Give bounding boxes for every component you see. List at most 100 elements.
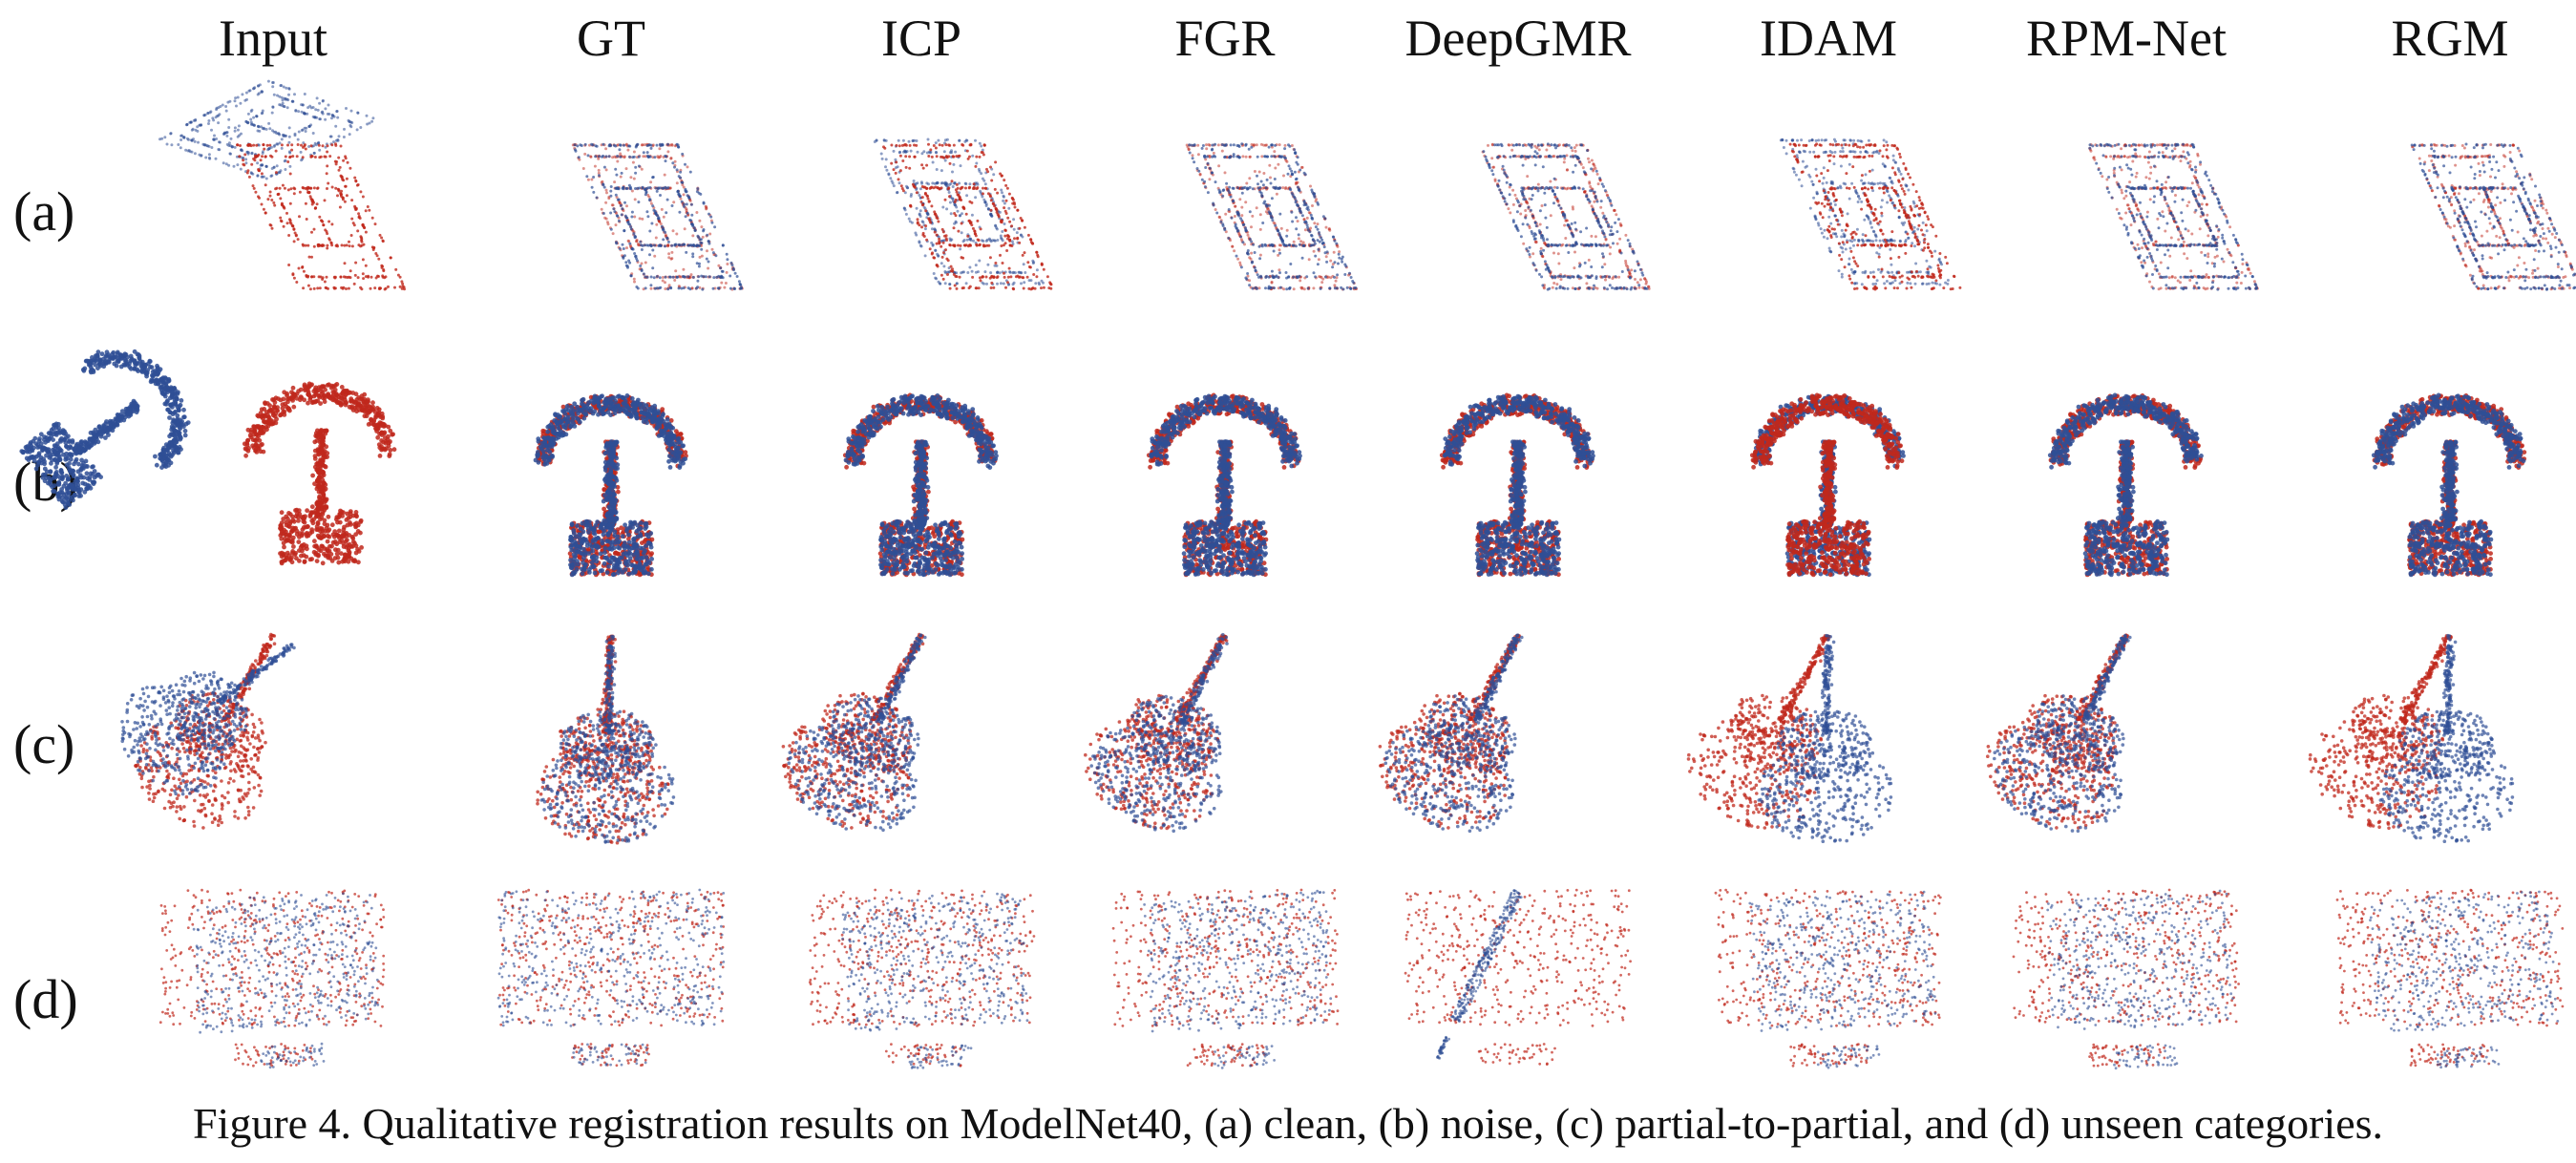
point-cloud-cell — [1983, 93, 2270, 331]
point-cloud-cell — [2307, 363, 2576, 602]
point-cloud-cell — [778, 363, 1065, 602]
point-cloud-plot — [808, 888, 1036, 1069]
point-cloud-plot — [19, 349, 397, 566]
point-cloud-plot — [2308, 633, 2515, 843]
point-cloud-cell — [1082, 880, 1368, 1119]
target-cloud — [2411, 142, 2576, 291]
point-cloud-cell — [130, 79, 416, 331]
source-cloud — [2046, 889, 2234, 1070]
source-cloud — [1188, 142, 1358, 291]
point-cloud-plot — [2371, 392, 2527, 578]
source-cloud — [1482, 142, 1649, 291]
source-cloud — [1757, 633, 1893, 843]
point-cloud-cell — [2307, 880, 2576, 1119]
column-header-gt: GT — [577, 8, 645, 69]
target-cloud — [2012, 888, 2240, 1068]
target-cloud — [242, 381, 397, 566]
point-cloud-cell — [19, 349, 416, 602]
point-cloud-plot — [2088, 142, 2259, 291]
point-cloud-cell — [1375, 625, 1661, 864]
target-cloud — [1404, 888, 1632, 1066]
point-cloud-plot — [533, 393, 688, 578]
source-cloud — [192, 892, 380, 1069]
target-cloud — [496, 888, 726, 1068]
source-cloud — [2369, 890, 2560, 1069]
column-header-rpm-net: RPM-Net — [2026, 8, 2227, 69]
source-cloud — [1442, 393, 1595, 578]
point-cloud-plot — [2047, 392, 2204, 578]
point-cloud-cell — [1685, 880, 1972, 1119]
source-cloud — [158, 79, 375, 180]
point-cloud-plot — [1111, 888, 1340, 1069]
point-cloud-plot — [1084, 632, 1229, 834]
source-cloud — [843, 393, 999, 578]
point-cloud-cell — [1082, 363, 1368, 602]
source-cloud — [2371, 392, 2526, 578]
target-cloud — [158, 888, 386, 1068]
point-cloud-plot — [842, 392, 999, 578]
point-cloud-plot — [496, 888, 726, 1068]
target-cloud — [2088, 142, 2259, 291]
point-cloud-cell — [1685, 93, 1972, 331]
column-header-idam: IDAM — [1760, 8, 1897, 69]
target-cloud — [1749, 392, 1905, 578]
point-cloud-plot — [1146, 392, 1302, 578]
point-cloud-cell — [468, 363, 754, 602]
source-cloud — [2088, 142, 2258, 291]
point-cloud-plot — [1779, 137, 1962, 291]
row-label-a: (a) — [13, 181, 74, 243]
column-header-deepgmr: DeepGMR — [1405, 8, 1632, 69]
point-cloud-cell — [1082, 93, 1368, 331]
source-cloud — [2410, 142, 2576, 291]
point-cloud-cell — [468, 880, 754, 1119]
source-cloud — [1779, 137, 1950, 286]
point-cloud-plot — [1686, 633, 1893, 843]
point-cloud-plot — [1185, 142, 1358, 291]
source-cloud — [533, 393, 688, 578]
point-cloud-plot — [2012, 888, 2240, 1070]
target-cloud — [882, 142, 1053, 291]
source-cloud — [19, 349, 191, 510]
point-cloud-plot — [873, 137, 1053, 291]
point-cloud-plot — [781, 632, 927, 833]
source-cloud — [496, 888, 726, 1067]
point-cloud-cell — [130, 880, 416, 1119]
point-cloud-plot — [571, 142, 744, 291]
target-cloud — [1481, 142, 1651, 291]
source-cloud — [539, 634, 676, 844]
source-cloud — [1143, 889, 1333, 1069]
point-cloud-plot — [158, 888, 386, 1069]
figure-caption: Figure 4. Qualitative registration resul… — [0, 1098, 2576, 1150]
target-cloud — [1686, 634, 1831, 830]
target-cloud — [2308, 634, 2453, 831]
source-cloud — [1149, 393, 1302, 578]
target-cloud — [1714, 888, 1942, 1068]
point-cloud-plot — [1378, 633, 1524, 834]
source-cloud — [2047, 392, 2204, 578]
source-cloud — [2378, 633, 2515, 843]
source-cloud — [1383, 633, 1524, 834]
point-cloud-cell — [1375, 880, 1661, 1119]
point-cloud-cell — [468, 625, 754, 864]
point-cloud-cell — [1375, 363, 1661, 602]
column-header-fgr: FGR — [1174, 8, 1275, 69]
point-cloud-plot — [1714, 888, 1942, 1069]
point-cloud-cell — [120, 625, 416, 864]
point-cloud-cell — [1082, 625, 1368, 864]
point-cloud-plot — [2335, 888, 2565, 1069]
source-cloud — [1089, 632, 1229, 834]
point-cloud-plot — [2410, 142, 2576, 291]
source-cloud — [1993, 633, 2132, 834]
point-cloud-plot — [1439, 392, 1595, 578]
point-cloud-plot — [536, 634, 676, 845]
source-cloud — [1436, 889, 1523, 1060]
column-header-input: Input — [219, 8, 327, 69]
point-cloud-cell — [1685, 625, 1972, 864]
point-cloud-plot — [1986, 633, 2132, 834]
source-cloud — [1748, 890, 1937, 1069]
point-cloud-plot — [158, 79, 406, 291]
point-cloud-cell — [1375, 93, 1661, 331]
point-cloud-plot — [1749, 392, 1906, 578]
point-cloud-plot — [1404, 888, 1632, 1066]
row-label-d: (d) — [13, 969, 78, 1030]
